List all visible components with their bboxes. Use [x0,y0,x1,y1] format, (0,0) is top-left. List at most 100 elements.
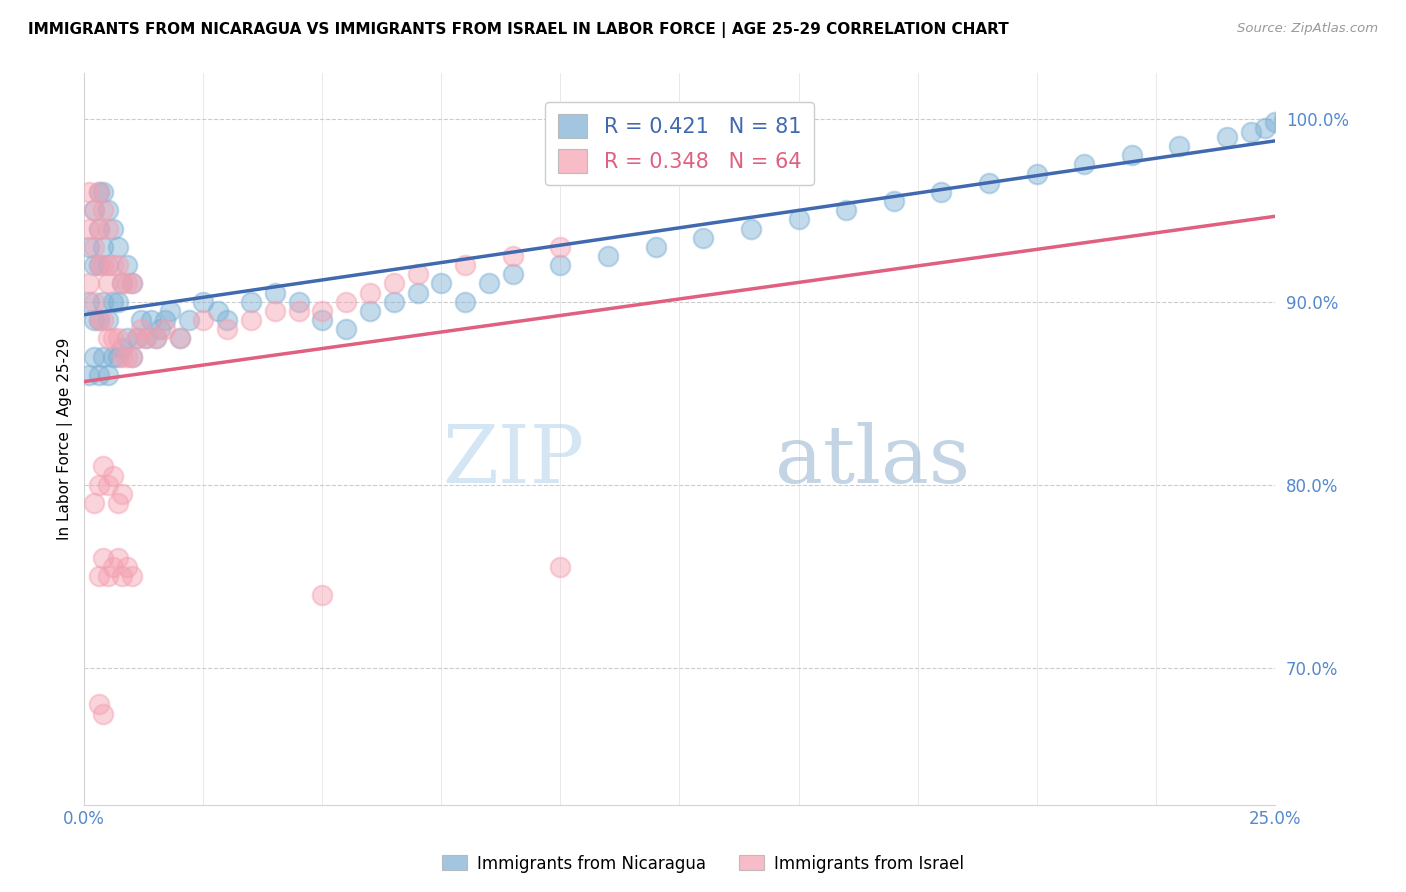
Point [287,294,309,309]
Point [550,240,572,254]
Point [454,258,477,272]
Point [115,258,138,272]
Point [883,194,905,208]
Point [311,588,333,602]
Text: atlas: atlas [775,422,970,500]
Point [115,560,138,574]
Point [1073,157,1095,171]
Point [107,350,129,364]
Point [111,277,134,291]
Point [207,304,229,318]
Point [550,560,572,574]
Point [115,350,138,364]
Point [406,285,429,300]
Point [1334,113,1357,128]
Point [97,203,120,218]
Point [177,313,200,327]
Point [169,331,191,345]
Text: ZIP: ZIP [443,422,585,500]
Point [145,331,167,345]
Point [111,341,134,355]
Point [1240,124,1263,138]
Point [87,698,110,712]
Point [107,496,129,510]
Point [430,277,453,291]
Point [77,277,100,291]
Point [107,258,129,272]
Point [91,459,114,474]
Point [77,294,100,309]
Point [91,258,114,272]
Point [382,277,405,291]
Point [239,313,262,327]
Point [406,268,429,282]
Point [91,350,114,364]
Point [87,313,110,327]
Point [77,221,100,235]
Point [502,249,524,263]
Point [135,331,157,345]
Point [107,331,129,345]
Point [83,203,105,218]
Point [83,313,105,327]
Point [101,350,124,364]
Point [131,322,153,336]
Point [97,368,120,382]
Point [125,331,148,345]
Point [87,221,110,235]
Point [101,221,124,235]
Point [787,212,810,227]
Point [155,322,177,336]
Point [83,203,105,218]
Point [740,221,762,235]
Point [217,313,239,327]
Point [263,285,285,300]
Point [125,331,148,345]
Point [101,294,124,309]
Legend: Immigrants from Nicaragua, Immigrants from Israel: Immigrants from Nicaragua, Immigrants fr… [436,848,970,880]
Point [135,331,157,345]
Point [1025,167,1047,181]
Point [107,551,129,566]
Point [1254,120,1277,135]
Point [87,368,110,382]
Point [107,294,129,309]
Point [111,350,134,364]
Point [87,258,110,272]
Point [87,313,110,327]
Point [502,268,524,282]
Point [91,294,114,309]
Point [1310,119,1333,133]
Point [91,240,114,254]
Point [87,185,110,199]
Point [478,277,501,291]
Point [87,258,110,272]
Point [97,221,120,235]
Point [121,277,143,291]
Point [596,249,619,263]
Point [91,313,114,327]
Point [77,240,100,254]
Point [1216,130,1239,145]
Point [149,322,172,336]
Point [145,331,167,345]
Point [977,176,1000,190]
Point [131,313,153,327]
Point [931,185,953,199]
Legend: R = 0.421   N = 81, R = 0.348   N = 64: R = 0.421 N = 81, R = 0.348 N = 64 [546,102,814,186]
Point [101,468,124,483]
Point [121,350,143,364]
Point [1288,115,1310,129]
Point [87,569,110,583]
Point [77,185,100,199]
Point [1264,115,1286,129]
Point [454,294,477,309]
Point [359,285,381,300]
Point [217,322,239,336]
Point [97,569,120,583]
Point [83,350,105,364]
Point [83,258,105,272]
Point [335,322,357,336]
Point [193,294,215,309]
Point [111,487,134,501]
